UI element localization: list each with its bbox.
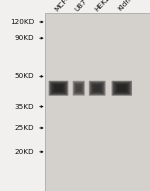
- FancyBboxPatch shape: [112, 81, 132, 96]
- FancyBboxPatch shape: [113, 82, 131, 95]
- FancyBboxPatch shape: [93, 85, 101, 92]
- Text: MCF-7: MCF-7: [53, 0, 73, 12]
- Text: 25KD: 25KD: [15, 125, 34, 131]
- Text: Kidney: Kidney: [117, 0, 138, 12]
- FancyBboxPatch shape: [91, 83, 103, 94]
- FancyBboxPatch shape: [53, 84, 64, 93]
- Bar: [45, 13, 150, 191]
- Text: HEK293: HEK293: [93, 0, 117, 12]
- FancyBboxPatch shape: [75, 84, 82, 93]
- FancyBboxPatch shape: [54, 85, 63, 92]
- FancyBboxPatch shape: [55, 86, 62, 91]
- FancyBboxPatch shape: [50, 82, 67, 95]
- FancyBboxPatch shape: [51, 83, 66, 94]
- FancyBboxPatch shape: [49, 81, 68, 96]
- FancyBboxPatch shape: [94, 86, 100, 91]
- FancyBboxPatch shape: [90, 82, 104, 95]
- Text: 20KD: 20KD: [15, 149, 34, 155]
- FancyBboxPatch shape: [118, 86, 125, 91]
- Text: U87: U87: [74, 0, 88, 12]
- Text: 120KD: 120KD: [10, 19, 34, 25]
- Text: 35KD: 35KD: [15, 104, 34, 110]
- FancyBboxPatch shape: [76, 85, 82, 92]
- FancyBboxPatch shape: [114, 83, 129, 94]
- FancyBboxPatch shape: [77, 86, 81, 91]
- FancyBboxPatch shape: [92, 84, 102, 93]
- FancyBboxPatch shape: [73, 81, 85, 96]
- Text: 90KD: 90KD: [15, 35, 34, 41]
- FancyBboxPatch shape: [74, 83, 83, 94]
- FancyBboxPatch shape: [89, 81, 106, 96]
- FancyBboxPatch shape: [117, 85, 127, 92]
- FancyBboxPatch shape: [116, 84, 128, 93]
- Text: 50KD: 50KD: [15, 73, 34, 79]
- FancyBboxPatch shape: [74, 82, 84, 95]
